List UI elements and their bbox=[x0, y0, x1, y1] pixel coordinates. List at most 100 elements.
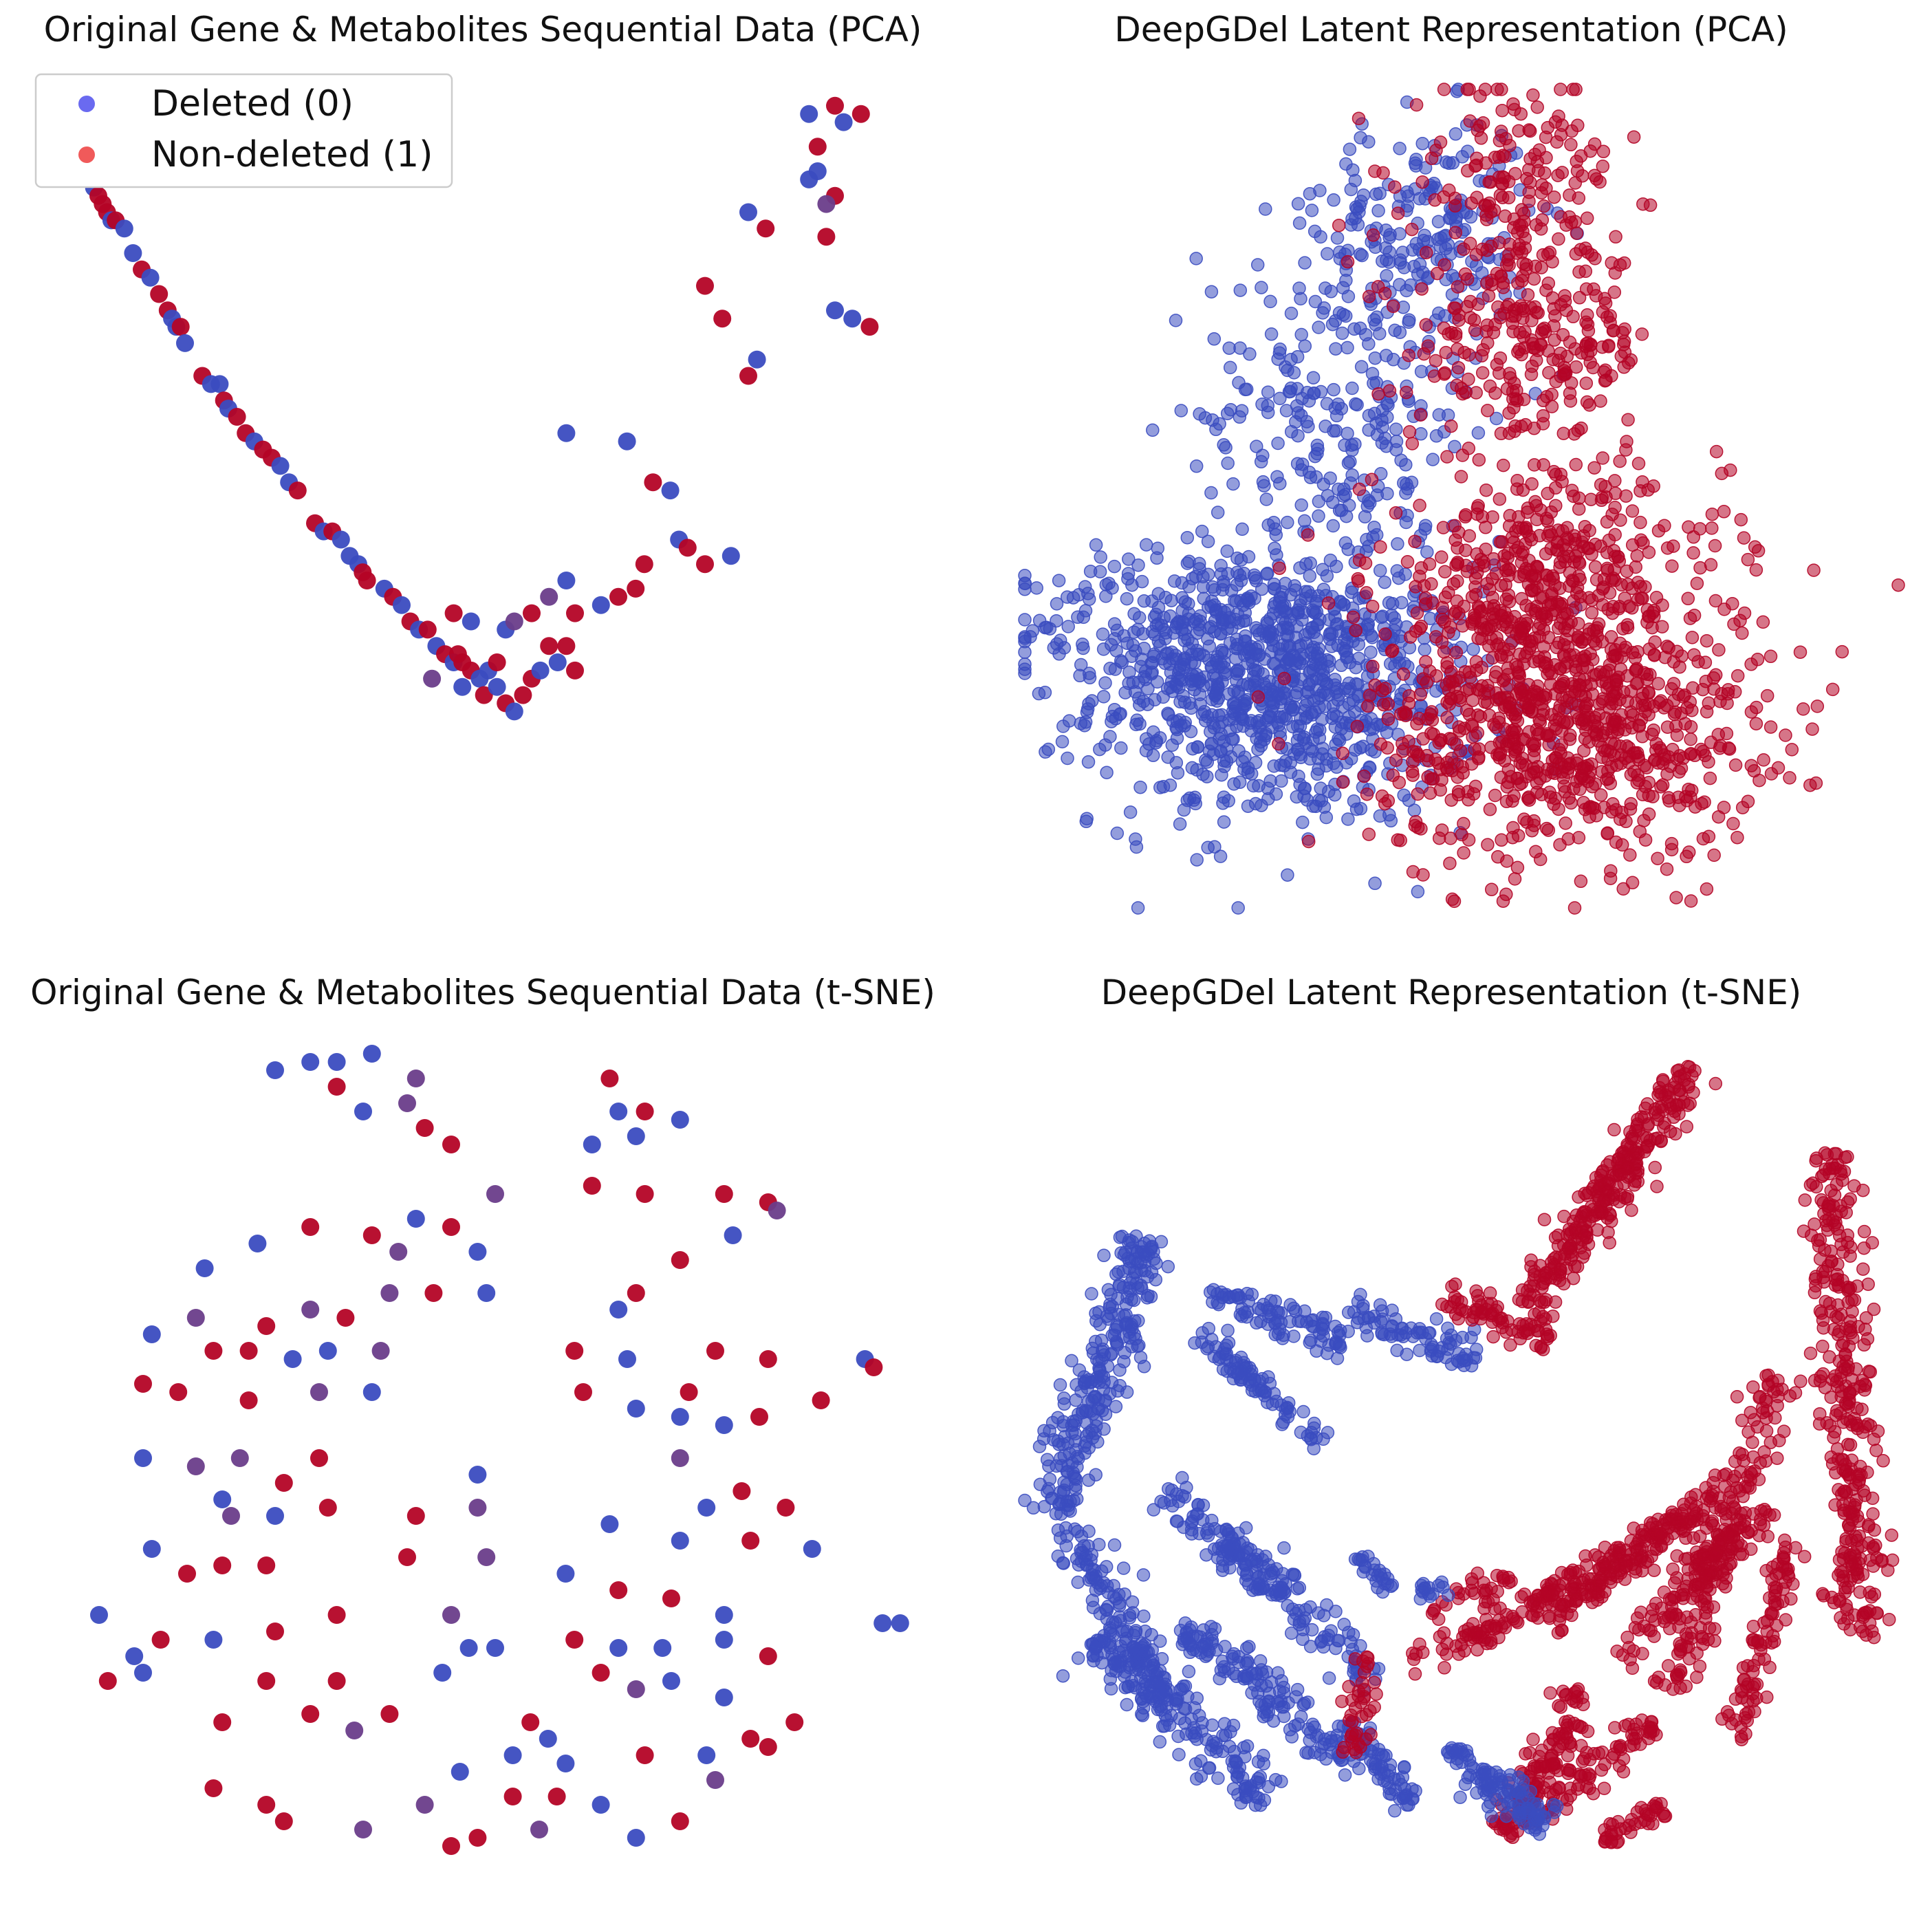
scatter-point-mixed bbox=[354, 1821, 372, 1838]
scatter-point-deleted bbox=[1303, 666, 1316, 680]
scatter-point-nondeleted bbox=[1435, 635, 1449, 649]
scatter-point-deleted bbox=[1056, 719, 1070, 733]
scatter-point-deleted bbox=[1431, 215, 1446, 228]
scatter-point-nondeleted bbox=[1415, 282, 1429, 296]
scatter-point-deleted bbox=[406, 1210, 425, 1228]
scatter-point-deleted bbox=[1442, 156, 1456, 171]
scatter-point-nondeleted bbox=[1579, 376, 1594, 390]
scatter-point-deleted bbox=[1205, 693, 1219, 706]
scatter-point-deleted bbox=[1373, 563, 1387, 578]
scatter-point-deleted bbox=[1415, 136, 1429, 151]
scatter-point-nondeleted bbox=[1411, 748, 1425, 762]
panel-pca-original: Original Gene & Metabolites Sequential D… bbox=[44, 10, 922, 721]
scatter-point-nondeleted bbox=[1578, 241, 1592, 255]
scatter-point-nondeleted bbox=[1511, 276, 1525, 290]
scatter-point-deleted bbox=[1332, 1337, 1347, 1352]
scatter-point-nondeleted bbox=[442, 1218, 460, 1236]
scatter-point-deleted bbox=[1105, 1376, 1119, 1389]
scatter-point-nondeleted bbox=[1357, 769, 1371, 783]
scatter-point-deleted bbox=[1225, 621, 1239, 636]
scatter-point-deleted bbox=[1314, 1748, 1327, 1761]
scatter-point-deleted bbox=[1424, 1343, 1438, 1356]
scatter-point-deleted bbox=[1329, 1605, 1343, 1618]
scatter-point-deleted bbox=[715, 1631, 733, 1649]
scatter-point-deleted bbox=[1400, 283, 1413, 298]
scatter-point-deleted bbox=[1314, 781, 1327, 795]
scatter-point-deleted bbox=[1309, 683, 1323, 697]
scatter-point-deleted bbox=[600, 1515, 619, 1533]
scatter-point-deleted bbox=[1276, 638, 1290, 652]
scatter-point-deleted bbox=[1081, 755, 1096, 769]
scatter-point-nondeleted bbox=[1523, 175, 1537, 189]
scatter-point-deleted bbox=[1050, 597, 1064, 611]
scatter-point-deleted bbox=[1180, 530, 1195, 545]
scatter-point-nondeleted bbox=[1493, 235, 1506, 250]
scatter-point-nondeleted bbox=[1708, 539, 1722, 553]
scatter-point-mixed bbox=[706, 1771, 724, 1789]
scatter-point-nondeleted bbox=[1558, 660, 1572, 674]
scatter-point-deleted bbox=[1316, 1310, 1329, 1325]
scatter-point-mixed bbox=[768, 1202, 786, 1219]
scatter-point-nondeleted bbox=[1633, 515, 1647, 530]
scatter-point-nondeleted bbox=[1687, 608, 1702, 622]
scatter-point-deleted bbox=[1346, 1628, 1360, 1642]
scatter-point-deleted bbox=[1127, 1640, 1140, 1653]
scatter-point-nondeleted bbox=[566, 604, 584, 622]
scatter-point-deleted bbox=[1418, 642, 1432, 657]
scatter-point-deleted bbox=[1061, 751, 1074, 766]
scatter-point-nondeleted bbox=[1726, 816, 1740, 831]
scatter-point-nondeleted bbox=[1376, 697, 1391, 712]
scatter-point-nondeleted bbox=[1607, 285, 1622, 299]
scatter-point-deleted bbox=[1173, 817, 1187, 831]
scatter-point-deleted bbox=[1281, 868, 1294, 882]
scatter-point-nondeleted bbox=[1499, 131, 1513, 146]
scatter-point-nondeleted bbox=[1526, 737, 1539, 751]
scatter-point-nondeleted bbox=[1667, 707, 1682, 721]
scatter-point-deleted bbox=[627, 1400, 645, 1418]
scatter-point-deleted bbox=[1362, 337, 1376, 351]
scatter-point-nondeleted bbox=[1662, 791, 1675, 805]
scatter-point-nondeleted bbox=[1535, 213, 1550, 227]
scatter-point-nondeleted bbox=[671, 1251, 689, 1269]
scatter-point-deleted bbox=[609, 1639, 628, 1657]
scatter-point-nondeleted bbox=[1604, 630, 1618, 644]
scatter-point-nondeleted bbox=[1346, 610, 1360, 625]
scatter-point-nondeleted bbox=[1486, 1330, 1500, 1344]
scatter-point-nondeleted bbox=[1518, 340, 1532, 355]
scatter-point-deleted bbox=[1200, 755, 1215, 769]
scatter-point-deleted bbox=[1100, 766, 1114, 779]
scatter-point-deleted bbox=[1103, 1672, 1118, 1686]
scatter-point-deleted bbox=[1161, 706, 1175, 720]
scatter-point-nondeleted bbox=[1682, 782, 1695, 796]
scatter-point-nondeleted bbox=[1623, 802, 1638, 816]
scatter-point-deleted bbox=[1420, 545, 1434, 559]
scatter-point-deleted bbox=[1380, 726, 1394, 739]
scatter-point-deleted bbox=[1455, 1330, 1470, 1345]
scatter-point-nondeleted bbox=[1647, 649, 1662, 662]
scatter-point-nondeleted bbox=[239, 1342, 258, 1360]
scatter-point-deleted bbox=[1367, 520, 1381, 534]
scatter-point-nondeleted bbox=[1510, 772, 1524, 785]
scatter-point-deleted bbox=[266, 1061, 284, 1079]
scatter-point-nondeleted bbox=[1411, 821, 1425, 834]
scatter-point-deleted bbox=[462, 612, 480, 631]
scatter-point-deleted bbox=[1207, 332, 1222, 346]
scatter-point-deleted bbox=[1248, 796, 1263, 811]
scatter-point-deleted bbox=[1144, 1239, 1159, 1254]
scatter-point-deleted bbox=[362, 1045, 381, 1063]
scatter-point-deleted bbox=[1328, 314, 1343, 328]
scatter-point-nondeleted bbox=[1581, 318, 1595, 332]
scatter-point-nondeleted bbox=[1578, 731, 1592, 746]
scatter-point-deleted bbox=[1322, 1671, 1336, 1685]
scatter-point-nondeleted bbox=[1365, 473, 1379, 486]
scatter-point-nondeleted bbox=[609, 1581, 628, 1599]
scatter-point-nondeleted bbox=[204, 1779, 223, 1797]
scatter-point-deleted bbox=[134, 1449, 152, 1467]
scatter-point-nondeleted bbox=[759, 1738, 777, 1756]
scatter-point-nondeleted bbox=[1631, 676, 1645, 691]
scatter-point-nondeleted bbox=[1442, 183, 1456, 197]
scatter-point-deleted bbox=[1200, 1548, 1213, 1562]
scatter-point-deleted bbox=[248, 1235, 267, 1252]
scatter-point-deleted bbox=[1294, 292, 1307, 306]
scatter-point-nondeleted bbox=[1688, 1064, 1702, 1078]
